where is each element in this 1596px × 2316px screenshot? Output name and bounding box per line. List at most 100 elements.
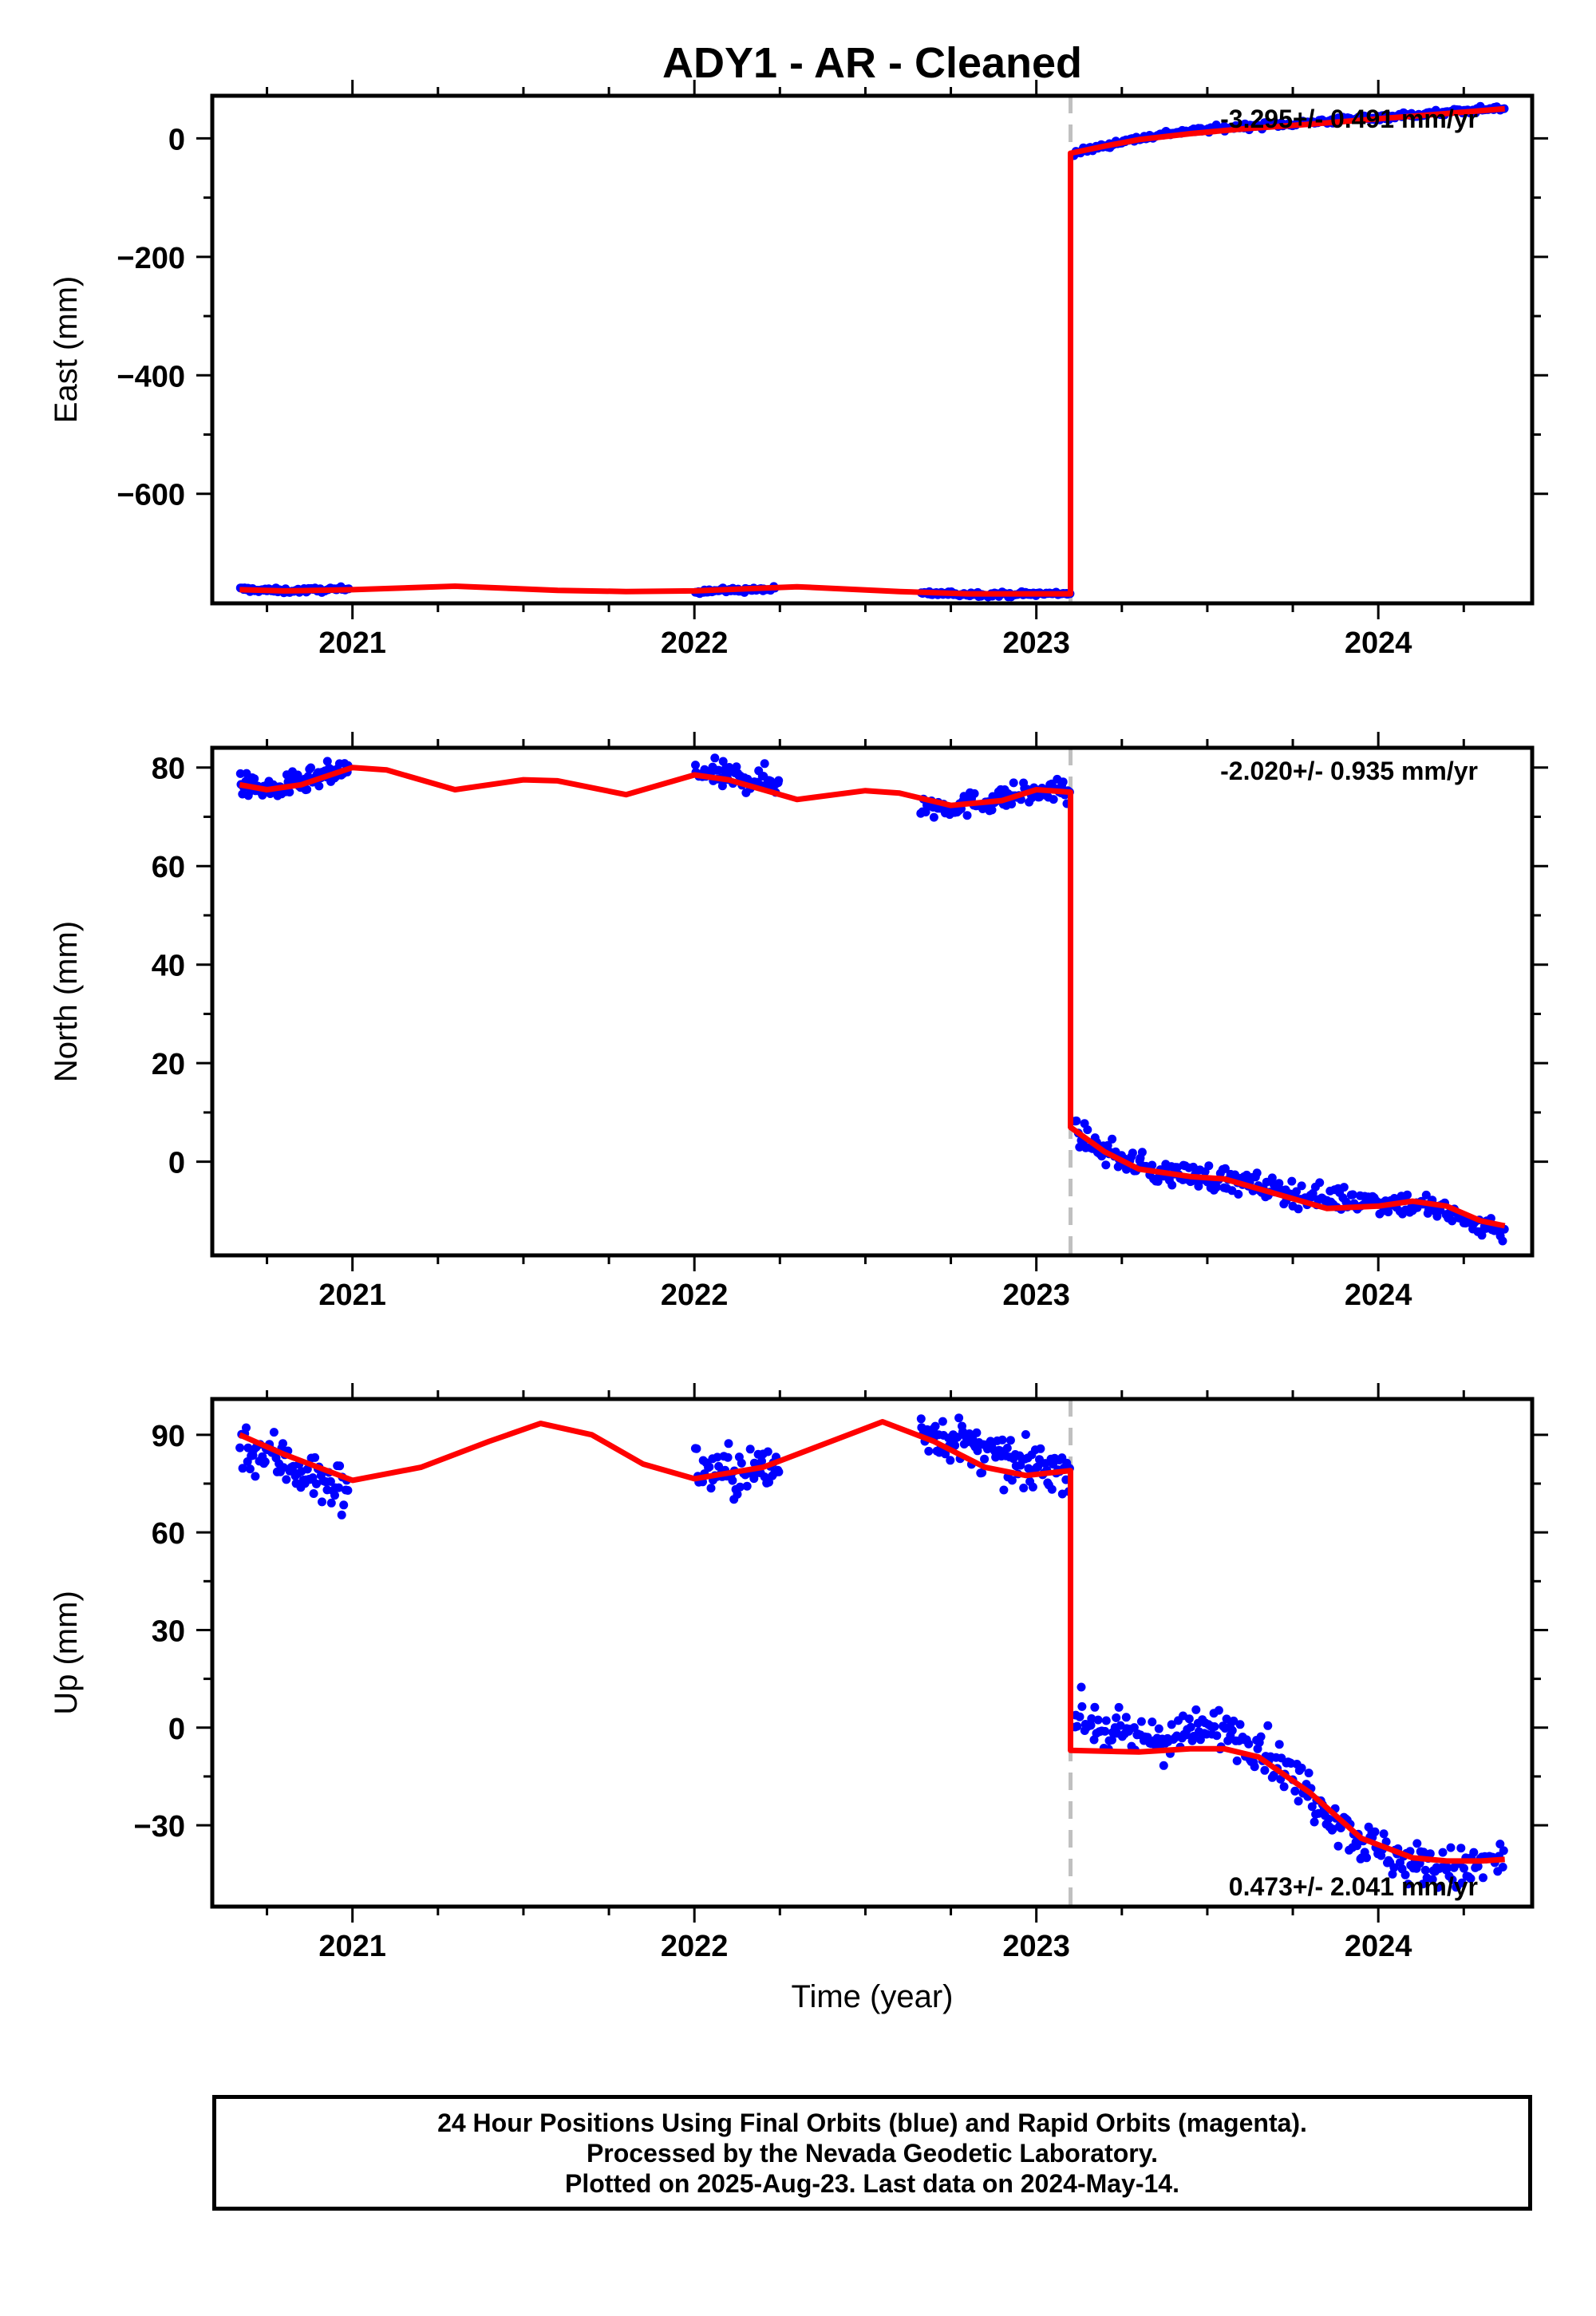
data-point bbox=[1075, 1712, 1084, 1721]
data-point bbox=[1167, 1180, 1177, 1190]
data-point bbox=[1214, 1705, 1223, 1715]
data-point bbox=[251, 1472, 260, 1481]
footer-line-1: 24 Hour Positions Using Final Orbits (bl… bbox=[437, 2108, 1307, 2137]
data-point bbox=[1498, 1236, 1507, 1246]
data-point bbox=[1499, 1846, 1508, 1856]
data-point bbox=[691, 761, 700, 770]
x-tick-label: 2024 bbox=[1345, 1930, 1412, 1963]
data-point bbox=[1101, 1160, 1111, 1170]
data-point bbox=[1274, 1740, 1284, 1749]
x-tick-label: 2023 bbox=[1002, 1930, 1070, 1963]
data-point bbox=[1212, 1183, 1222, 1192]
data-point bbox=[1352, 1841, 1361, 1851]
data-point bbox=[714, 1461, 724, 1471]
y-tick-label: 0 bbox=[168, 1147, 185, 1180]
data-point bbox=[1195, 1735, 1205, 1745]
data-point bbox=[938, 1417, 947, 1426]
data-point bbox=[1108, 1134, 1117, 1144]
x-tick-label: 2022 bbox=[661, 1279, 729, 1312]
data-point bbox=[1087, 1714, 1096, 1723]
data-point bbox=[269, 1428, 279, 1437]
data-point bbox=[1294, 1204, 1303, 1214]
y-tick-label: −600 bbox=[117, 479, 185, 512]
data-point bbox=[1077, 1701, 1087, 1711]
y-tick-label: −30 bbox=[134, 1810, 185, 1844]
data-point bbox=[1250, 1762, 1259, 1772]
chart-title: ADY1 - AR - Cleaned bbox=[662, 39, 1082, 87]
velocity-rate-label: -3.295+/- 0.491 mm/yr bbox=[1220, 105, 1478, 133]
data-point bbox=[1210, 1722, 1219, 1731]
data-point bbox=[1269, 1770, 1278, 1780]
data-point bbox=[1469, 1848, 1479, 1857]
data-point bbox=[735, 1482, 745, 1492]
data-point bbox=[1473, 1862, 1483, 1871]
data-point bbox=[1446, 1843, 1456, 1852]
data-point bbox=[1114, 1702, 1124, 1712]
data-point bbox=[962, 811, 972, 820]
data-point bbox=[1297, 1763, 1306, 1773]
data-point bbox=[1263, 1721, 1273, 1730]
panel-up: 2021 2022 2023 2024 90 60 30 0 −30 Up (mm) Time (y… bbox=[49, 1383, 1548, 2014]
data-point bbox=[1222, 1714, 1231, 1724]
data-point bbox=[1100, 1726, 1110, 1736]
y-axis-label: East (mm) bbox=[49, 276, 84, 423]
model-fit-line bbox=[239, 105, 1505, 597]
y-tick-label: 80 bbox=[152, 753, 185, 786]
data-point bbox=[954, 1413, 964, 1423]
data-point bbox=[1086, 1721, 1096, 1730]
data-point bbox=[1328, 1824, 1337, 1834]
data-point bbox=[242, 1423, 251, 1433]
data-point bbox=[1362, 1853, 1371, 1863]
data-point bbox=[733, 1489, 742, 1499]
data-point bbox=[1252, 1168, 1262, 1178]
data-point bbox=[1256, 1732, 1266, 1741]
data-point bbox=[1090, 1702, 1100, 1712]
data-point bbox=[285, 788, 294, 796]
data-point bbox=[742, 1481, 752, 1491]
data-point bbox=[1212, 1731, 1222, 1741]
y-tick-label: 0 bbox=[168, 123, 185, 156]
data-point bbox=[970, 788, 979, 798]
plot-area bbox=[235, 96, 1509, 603]
data-point bbox=[978, 1468, 987, 1477]
x-tick-label: 2021 bbox=[318, 626, 386, 660]
y-tick-label: 20 bbox=[152, 1048, 185, 1081]
data-point bbox=[1304, 1769, 1314, 1778]
data-point bbox=[1292, 1187, 1301, 1196]
data-point bbox=[1234, 1189, 1243, 1199]
data-point bbox=[916, 1414, 926, 1424]
y-axis-label: Up (mm) bbox=[49, 1591, 84, 1715]
y-tick-label: −400 bbox=[117, 360, 185, 393]
y-tick-label: 60 bbox=[152, 1517, 185, 1551]
data-point bbox=[1033, 1462, 1043, 1472]
data-point bbox=[1294, 1796, 1303, 1806]
data-point bbox=[314, 781, 324, 791]
data-point bbox=[279, 1439, 287, 1448]
data-point bbox=[714, 765, 724, 775]
data-point bbox=[1107, 1735, 1116, 1745]
panels-group: 2021 2022 2023 2024 0 −200 −400 −600 East (mm) -3… bbox=[49, 80, 1548, 2014]
footer-line-3: Plotted on 2025-Aug-23. Last data on 202… bbox=[565, 2168, 1179, 2198]
data-point bbox=[1167, 1720, 1176, 1729]
data-point bbox=[1400, 1870, 1410, 1879]
data-point bbox=[924, 1446, 934, 1456]
data-point bbox=[258, 790, 267, 800]
data-point bbox=[1388, 1869, 1397, 1879]
data-point bbox=[1498, 1863, 1507, 1871]
data-point bbox=[706, 1484, 716, 1493]
data-point bbox=[1009, 778, 1018, 788]
data-point bbox=[774, 1467, 784, 1476]
plot-area bbox=[235, 1399, 1508, 1907]
data-point bbox=[717, 781, 727, 791]
data-point bbox=[1121, 1713, 1131, 1722]
data-point bbox=[312, 1479, 321, 1488]
data-point bbox=[1128, 1148, 1137, 1158]
panel-east: 2021 2022 2023 2024 0 −200 −400 −600 East (mm) -3… bbox=[49, 80, 1548, 660]
data-point bbox=[1007, 1476, 1017, 1485]
data-point bbox=[1425, 1849, 1435, 1859]
data-point bbox=[1315, 1178, 1325, 1188]
data-point bbox=[973, 1446, 982, 1456]
data-point bbox=[1460, 1863, 1468, 1873]
data-point bbox=[1021, 1430, 1030, 1439]
data-point bbox=[1229, 1716, 1238, 1725]
